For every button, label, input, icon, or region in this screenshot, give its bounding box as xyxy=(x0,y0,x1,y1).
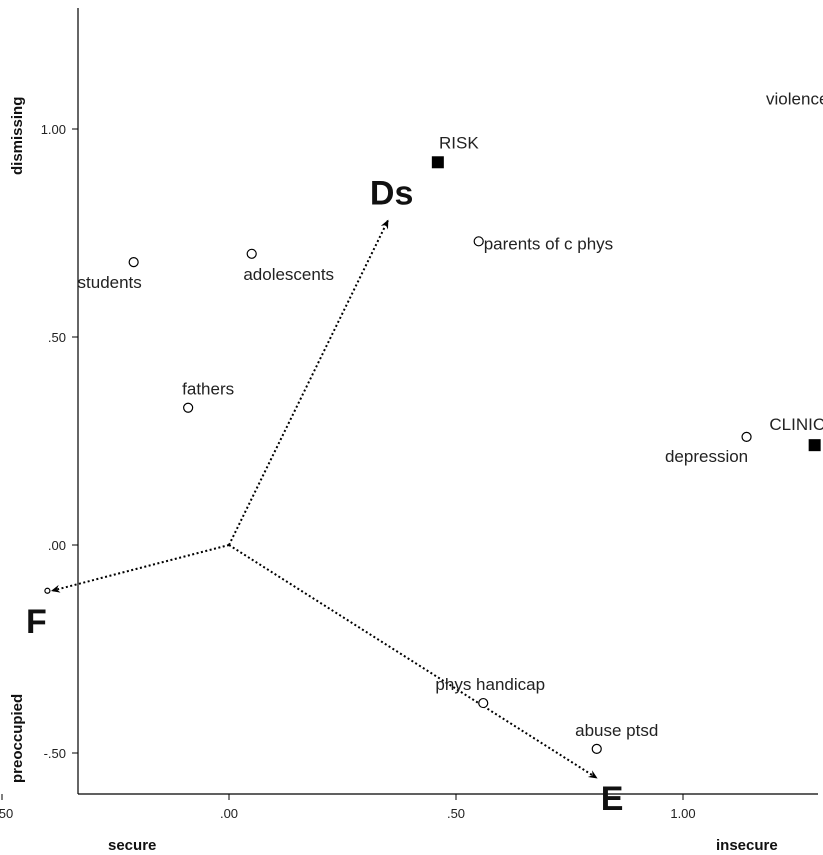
point-label: abuse ptsd xyxy=(575,721,658,740)
vector-ds-line xyxy=(228,219,389,546)
point-label: adolescents xyxy=(243,265,334,284)
circle-point xyxy=(183,402,194,413)
circle-point xyxy=(246,248,257,259)
vector-f-label: F xyxy=(26,603,47,641)
point-label: fathers xyxy=(182,380,234,399)
square-point xyxy=(431,156,444,169)
circle-point xyxy=(741,431,752,442)
circle-point xyxy=(44,587,51,594)
circle-point xyxy=(473,236,484,247)
y-axis-label-top: dismissing xyxy=(9,97,26,175)
point-label: depression xyxy=(665,447,748,466)
circle-point xyxy=(478,697,489,709)
vector-ds-label: Ds xyxy=(370,175,413,213)
direction-vectors: Ds F E xyxy=(26,175,623,818)
y-tick-label: .00 xyxy=(48,538,66,553)
point-label: violence self xyxy=(766,90,823,109)
point-label: phys handicap xyxy=(435,675,545,694)
y-tick-label: -.50 xyxy=(44,746,66,761)
y-tick-label: 1.00 xyxy=(41,122,66,137)
square-point xyxy=(808,439,821,452)
x-tick-label: 1.00 xyxy=(670,806,695,821)
plot-frame xyxy=(77,8,818,795)
point-label: students xyxy=(78,273,142,292)
x-tick-label: .00 xyxy=(220,806,238,821)
point-label: CLINICAL xyxy=(769,415,823,434)
point-label: RISK xyxy=(439,133,479,152)
y-axis-label-bottom: preoccupied xyxy=(9,694,26,783)
vector-e-label: E xyxy=(601,780,624,818)
circle-point xyxy=(128,257,139,268)
vector-e-line xyxy=(228,544,598,779)
data-points: violence worldviolence selfparents of c … xyxy=(44,90,823,754)
y-axis-ticks: -.50 .00 .50 1.00 xyxy=(41,122,78,761)
circle-point xyxy=(591,743,602,754)
x-tick-label: -.50 xyxy=(0,806,13,821)
point-label: parents of c phys xyxy=(484,234,613,253)
x-axis-label-left: secure xyxy=(108,837,156,854)
vector-f-line xyxy=(50,544,230,593)
x-axis-ticks: -.50.00.501.001.502.002.50 xyxy=(0,794,696,821)
x-axis-label-right: insecure xyxy=(716,837,778,854)
y-tick-label: .50 xyxy=(48,330,66,345)
x-tick-label: .50 xyxy=(447,806,465,821)
